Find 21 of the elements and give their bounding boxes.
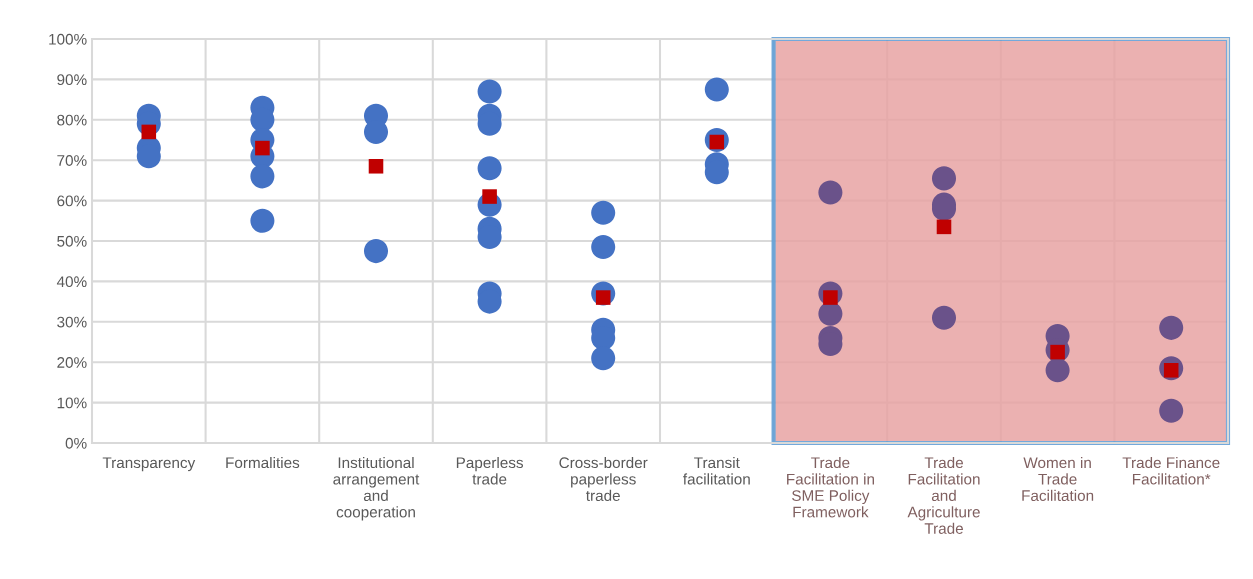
x-tick-label: Formalities (226, 456, 300, 469)
x-tick-label: Trade Finance Facilitation* (1122, 456, 1220, 485)
x-tick-label: Women in Trade Facilitation (1022, 456, 1094, 502)
y-tick-label: 20% (57, 357, 87, 368)
x-tick-label: Institutional arrangement and cooperation (333, 456, 420, 521)
y-tick-label: 40% (56, 276, 87, 288)
x-tick-label: Cross-border paperless trade (559, 456, 648, 502)
y-tick-label: 80% (57, 114, 87, 126)
x-tick-label: Trade Facilitation in SME Policy Framework (787, 456, 874, 518)
x-tick-label: Trade Facilitation and Agriculture Trade (907, 456, 980, 534)
x-tick-label: Paperless trade (456, 456, 524, 485)
y-tick-label: 10% (57, 397, 87, 409)
x-tick-label: Transit facilitation (683, 456, 750, 485)
y-tick-label: 60% (57, 195, 87, 207)
x-tick-label: Transparency (102, 457, 196, 472)
y-tick-label: 70% (57, 155, 87, 166)
y-tick-label: 100% (49, 33, 87, 45)
y-tick-label: 0% (65, 437, 87, 449)
y-tick-label: 90% (57, 74, 87, 86)
y-tick-label: 30% (57, 316, 87, 328)
y-tick-label: 50% (57, 235, 87, 247)
